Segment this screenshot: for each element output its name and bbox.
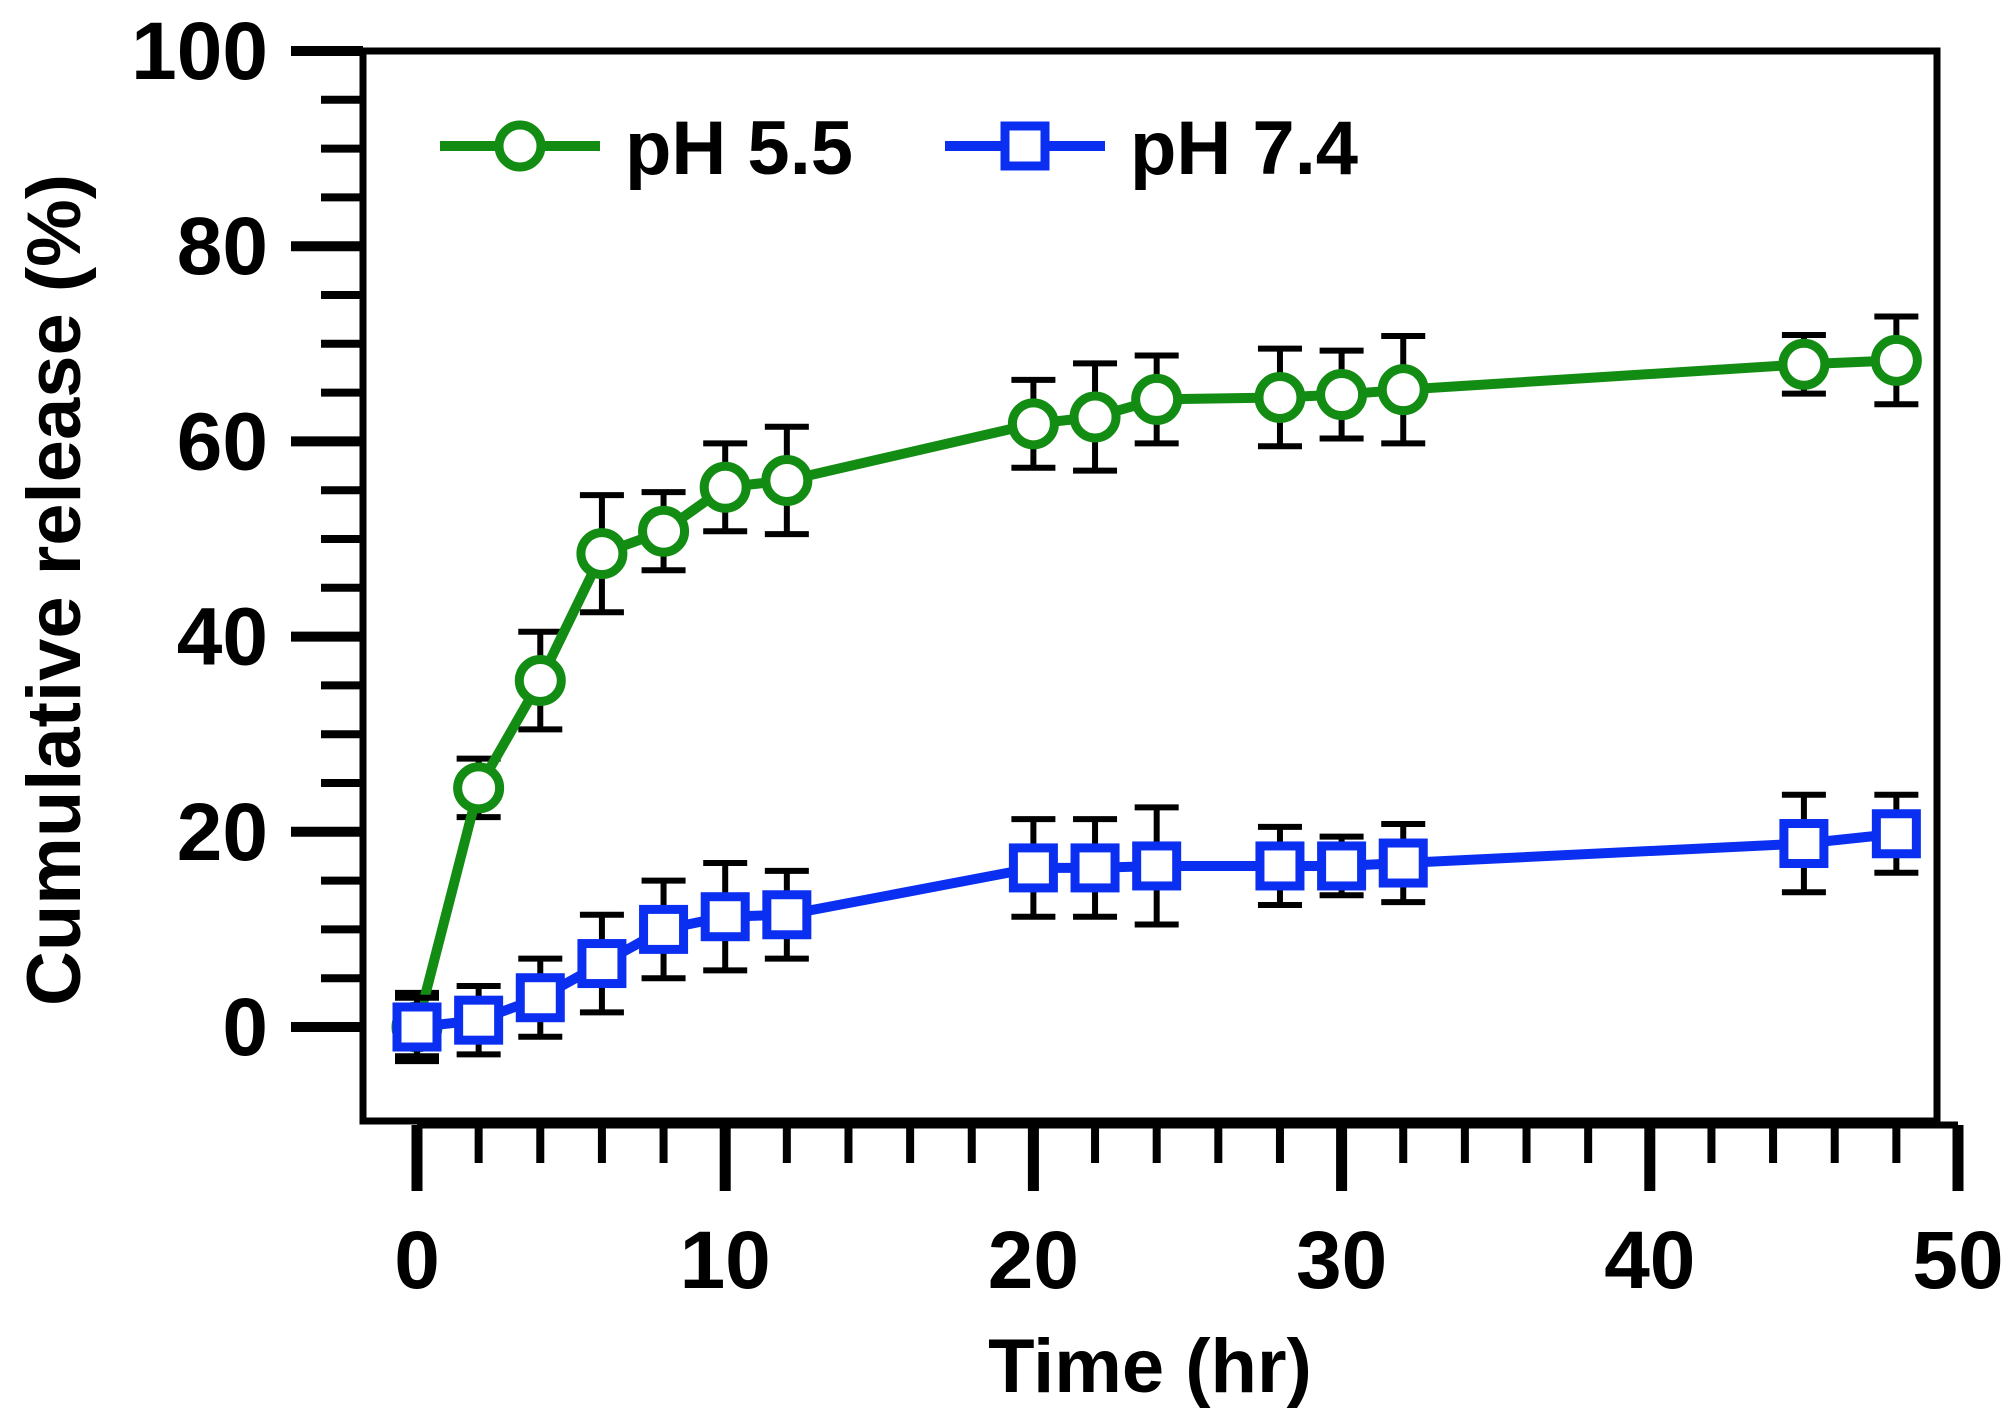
x-axis: 0 10 20 30 40 50 (394, 1121, 2004, 1306)
data-point (638, 505, 690, 557)
y-axis-label: Cumulative release (%) (12, 174, 97, 1006)
x-axis-label: Time (hr) (988, 1324, 1312, 1409)
y-tick-label: 0 (222, 982, 268, 1073)
series-layer (391, 313, 1922, 1065)
x-tick-label: 50 (1912, 1215, 2003, 1306)
legend-item: pH 7.4 (945, 106, 1358, 191)
data-point (1779, 819, 1829, 869)
legend-label: pH 5.5 (625, 106, 853, 191)
x-tick-label: 40 (1604, 1215, 1695, 1306)
data-point (453, 762, 505, 814)
series-1 (391, 313, 1922, 1065)
data-point (576, 528, 628, 580)
legend-marker (494, 120, 546, 172)
y-tick-label: 20 (177, 787, 268, 878)
y-axis: 0 20 40 60 80 100 (131, 6, 367, 1073)
data-point (392, 1002, 442, 1052)
data-point (1254, 371, 1306, 423)
data-point (1008, 843, 1058, 893)
data-point (1069, 391, 1121, 443)
data-point (762, 890, 812, 940)
y-tick-label: 60 (177, 396, 268, 487)
data-point (699, 461, 751, 513)
data-point (454, 995, 504, 1045)
legend-item: pH 5.5 (440, 106, 853, 191)
y-tick-label: 80 (177, 201, 268, 292)
data-point (1131, 373, 1183, 425)
data-point (1070, 843, 1120, 893)
legend-label: pH 7.4 (1130, 106, 1358, 191)
data-point (1778, 338, 1830, 390)
data-point (1377, 364, 1429, 416)
data-point (1870, 334, 1922, 386)
data-point (1316, 369, 1368, 421)
data-point (1871, 809, 1921, 859)
data-point (761, 454, 813, 506)
data-point (1378, 838, 1428, 888)
data-point (1132, 841, 1182, 891)
y-tick-label: 40 (177, 592, 268, 683)
legend-marker (1000, 121, 1050, 171)
y-tick-label: 100 (131, 6, 268, 97)
x-tick-label: 30 (1296, 1215, 1387, 1306)
data-point (1317, 841, 1367, 891)
x-tick-label: 10 (680, 1215, 771, 1306)
data-point (514, 655, 566, 707)
x-tick-label: 0 (394, 1215, 440, 1306)
data-point (639, 904, 689, 954)
x-tick-label: 20 (988, 1215, 1079, 1306)
data-point (515, 973, 565, 1023)
data-point (577, 939, 627, 989)
data-point (1255, 841, 1305, 891)
data-point (700, 892, 750, 942)
legend: pH 5.5 pH 7.4 (440, 106, 1358, 191)
series-2 (392, 791, 1921, 1060)
data-point (1007, 398, 1059, 450)
